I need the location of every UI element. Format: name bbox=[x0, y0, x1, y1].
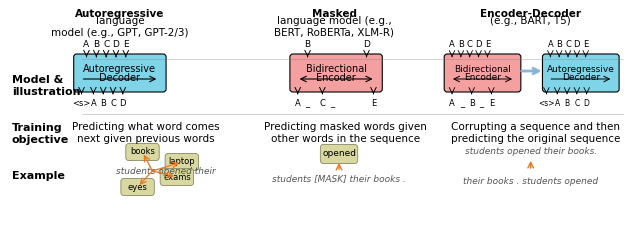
Text: <s>: <s> bbox=[72, 99, 91, 108]
Text: D: D bbox=[476, 40, 482, 49]
Text: Autoregressive: Autoregressive bbox=[76, 9, 164, 19]
FancyBboxPatch shape bbox=[121, 179, 154, 195]
Text: Predicting masked words given
other words in the sequence: Predicting masked words given other word… bbox=[264, 122, 428, 144]
Text: E: E bbox=[489, 99, 494, 108]
Text: Bidirectional: Bidirectional bbox=[305, 64, 367, 74]
Text: E: E bbox=[371, 99, 376, 108]
Text: A: A bbox=[295, 99, 301, 108]
Text: E: E bbox=[485, 40, 490, 49]
Text: <s>: <s> bbox=[538, 99, 555, 108]
Text: A: A bbox=[449, 99, 455, 108]
Text: B: B bbox=[556, 40, 562, 49]
Text: B: B bbox=[93, 40, 99, 49]
Text: C: C bbox=[103, 40, 109, 49]
FancyBboxPatch shape bbox=[160, 168, 193, 186]
Text: opened: opened bbox=[322, 150, 356, 158]
FancyBboxPatch shape bbox=[290, 54, 382, 92]
Text: Decoder: Decoder bbox=[562, 73, 600, 83]
Text: Encoder: Encoder bbox=[464, 73, 501, 83]
Text: students [MASK] their books .: students [MASK] their books . bbox=[272, 175, 406, 183]
Text: _: _ bbox=[479, 99, 484, 108]
Text: B: B bbox=[305, 40, 310, 49]
Text: C: C bbox=[467, 40, 473, 49]
FancyBboxPatch shape bbox=[165, 154, 198, 171]
Text: eyes: eyes bbox=[127, 183, 147, 191]
Text: D: D bbox=[573, 40, 580, 49]
Text: C: C bbox=[319, 99, 325, 108]
Text: Model &
illustration: Model & illustration bbox=[12, 75, 80, 97]
Text: A: A bbox=[449, 40, 455, 49]
FancyBboxPatch shape bbox=[321, 145, 358, 164]
Text: Example: Example bbox=[12, 171, 65, 181]
Text: C: C bbox=[574, 99, 579, 108]
FancyBboxPatch shape bbox=[543, 54, 619, 92]
Text: Corrupting a sequence and then
predicting the original sequence: Corrupting a sequence and then predictin… bbox=[451, 122, 620, 144]
Text: Bidirectional: Bidirectional bbox=[454, 65, 511, 73]
Text: students opened their: students opened their bbox=[116, 167, 216, 176]
Text: B: B bbox=[564, 99, 570, 108]
Text: D: D bbox=[584, 99, 589, 108]
Text: D: D bbox=[113, 40, 120, 49]
Text: A: A bbox=[90, 99, 96, 108]
Text: Autoregressive: Autoregressive bbox=[83, 64, 156, 74]
Text: B: B bbox=[468, 99, 475, 108]
Text: laptop: laptop bbox=[168, 157, 195, 167]
Text: _: _ bbox=[460, 99, 464, 108]
Text: language model (e.g.,
BERT, RoBERTa, XLM-R): language model (e.g., BERT, RoBERTa, XLM… bbox=[274, 16, 394, 38]
Text: B: B bbox=[100, 99, 106, 108]
Text: C: C bbox=[110, 99, 116, 108]
Text: Autoregressive: Autoregressive bbox=[547, 65, 615, 73]
FancyBboxPatch shape bbox=[126, 143, 159, 161]
Text: Encoder: Encoder bbox=[316, 73, 356, 83]
Text: exams: exams bbox=[163, 172, 191, 182]
Text: (e.g., BART, T5): (e.g., BART, T5) bbox=[490, 16, 571, 26]
Text: B: B bbox=[458, 40, 464, 49]
Text: E: E bbox=[123, 40, 129, 49]
FancyBboxPatch shape bbox=[444, 54, 521, 92]
Text: C: C bbox=[565, 40, 571, 49]
Text: Training
objective: Training objective bbox=[12, 123, 69, 145]
Text: Predicting what word comes
next given previous words: Predicting what word comes next given pr… bbox=[72, 122, 220, 144]
Text: A: A bbox=[83, 40, 90, 49]
Text: language
model (e.g., GPT, GPT-2/3): language model (e.g., GPT, GPT-2/3) bbox=[51, 16, 189, 38]
FancyBboxPatch shape bbox=[74, 54, 166, 92]
Text: A: A bbox=[555, 99, 560, 108]
Text: _: _ bbox=[330, 99, 334, 108]
Text: A: A bbox=[547, 40, 553, 49]
Text: students opened their books.: students opened their books. bbox=[465, 147, 596, 157]
Text: D: D bbox=[120, 99, 126, 108]
Text: _: _ bbox=[305, 99, 310, 108]
Text: Decoder: Decoder bbox=[99, 73, 140, 83]
Text: D: D bbox=[363, 40, 370, 49]
Text: books: books bbox=[130, 147, 155, 157]
Text: their books . students opened: their books . students opened bbox=[463, 178, 598, 186]
Text: Encoder-Decoder: Encoder-Decoder bbox=[480, 9, 581, 19]
Text: E: E bbox=[583, 40, 588, 49]
Text: Masked: Masked bbox=[312, 9, 356, 19]
